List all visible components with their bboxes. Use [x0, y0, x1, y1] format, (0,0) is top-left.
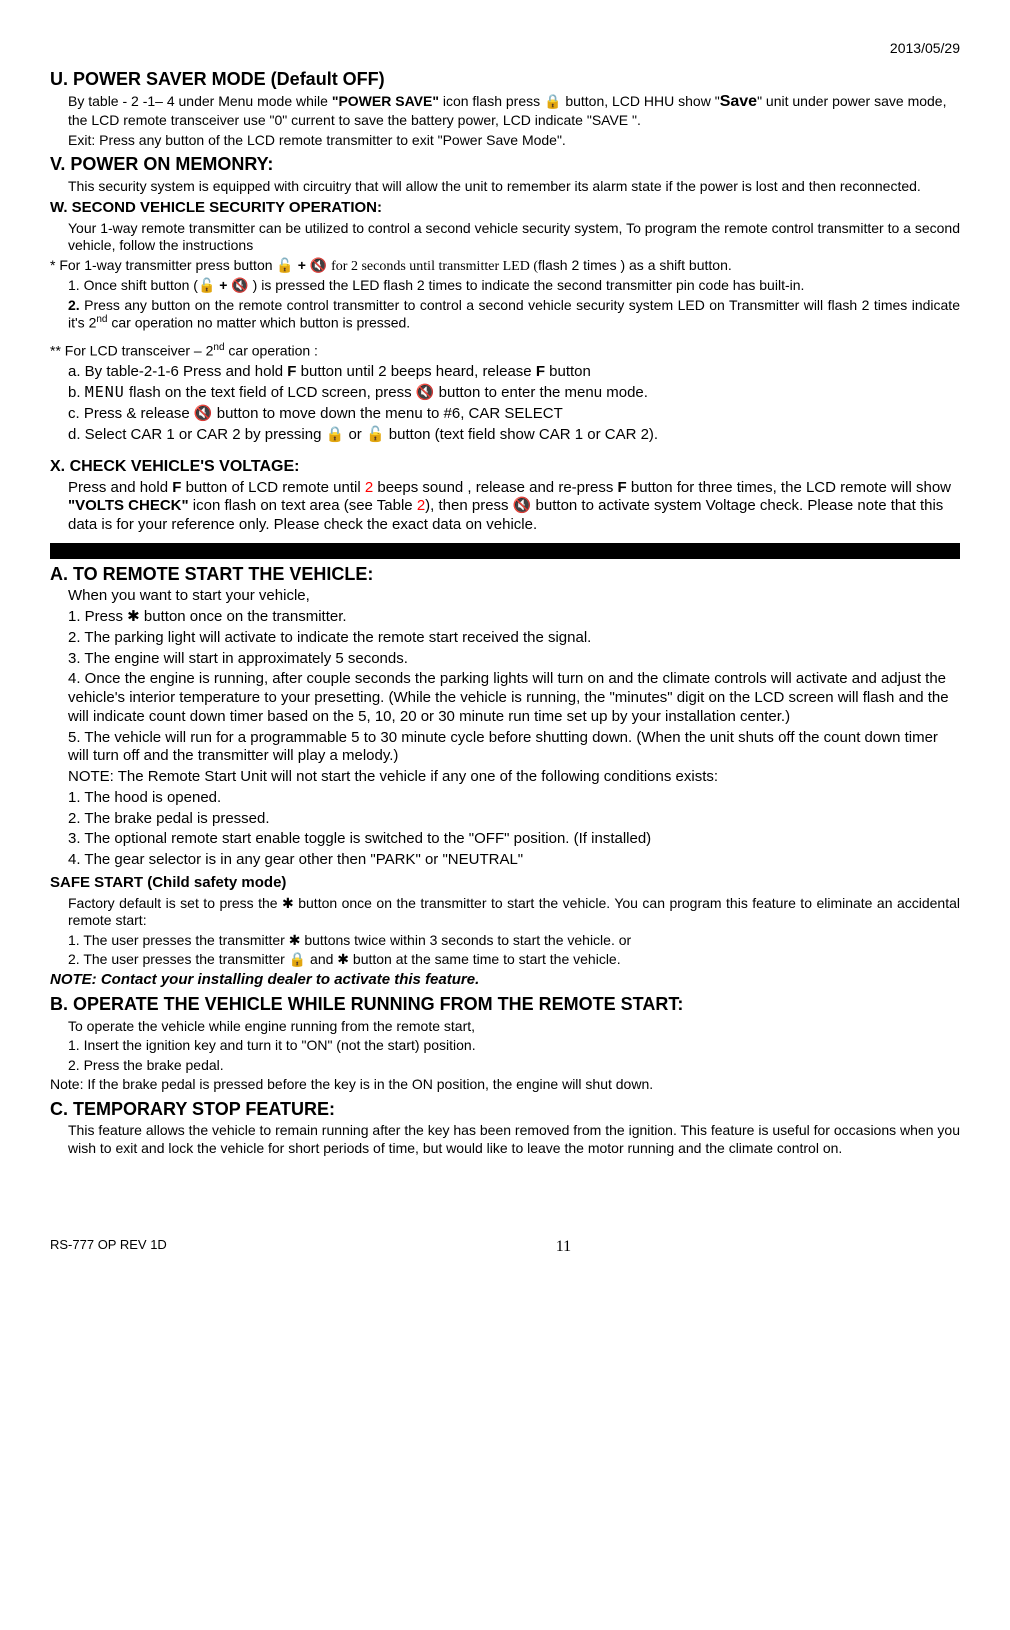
section-a-p3: 3. The engine will start in approximatel… — [50, 650, 960, 669]
menu-icon: MENU — [85, 383, 125, 401]
section-w-title: W. SECOND VEHICLE SECURITY OPERATION: — [50, 199, 960, 218]
text: "VOLTS CHECK" — [68, 497, 189, 514]
section-w-a: a. By table-2-1-6 Press and hold F butto… — [50, 363, 960, 382]
section-a-c2: 2. The brake pedal is pressed. — [50, 810, 960, 829]
text: ** For LCD transceiver – 2 — [50, 343, 213, 359]
text: nd — [96, 314, 107, 325]
text: button for three times, the LCD remote w… — [627, 479, 951, 496]
section-a-p4: 4. Once the engine is running, after cou… — [50, 670, 960, 726]
section-w-li1: 1. Once shift button (🔓 + 🔇 ) is pressed… — [50, 277, 960, 295]
section-a-p5: 5. The vehicle will run for a programmab… — [50, 729, 960, 767]
section-c-p1: This feature allows the vehicle to remai… — [50, 1122, 960, 1157]
section-x-title: X. CHECK VEHICLE'S VOLTAGE: — [50, 457, 960, 477]
text: F — [536, 363, 545, 380]
text: 🔇 — [306, 257, 331, 273]
text: car operation no matter which button is … — [107, 315, 410, 331]
section-w-star2: ** For LCD transceiver – 2nd car operati… — [50, 342, 960, 360]
section-w-li2: 2. Press any button on the remote contro… — [50, 297, 960, 333]
section-a-p0: When you want to start your vehicle, — [50, 587, 960, 606]
text: 🔇 ) is pressed the LED flash 2 times to … — [227, 277, 804, 293]
text: button until 2 beeps heard, release — [296, 363, 535, 380]
section-u-p1: By table - 2 -1– 4 under Menu mode while… — [50, 92, 960, 130]
section-a-note: NOTE: The Remote Start Unit will not sta… — [50, 768, 960, 787]
safe-start-note: NOTE: Contact your installing dealer to … — [50, 971, 960, 990]
text: icon flash press 🔒 button, LCD HHU show … — [439, 93, 720, 109]
text: 2 — [365, 479, 373, 496]
section-b-p1: 1. Insert the ignition key and turn it t… — [50, 1037, 960, 1055]
section-b-title: B. OPERATE THE VEHICLE WHILE RUNNING FRO… — [50, 993, 960, 1016]
safe-start-p3: 2. The user presses the transmitter 🔒 an… — [50, 951, 960, 969]
page-footer: RS-777 OP REV 1D 11 — [50, 1237, 960, 1257]
safe-start-p1: Factory default is set to press the ✱ bu… — [50, 895, 960, 930]
text: "POWER SAVE" — [332, 93, 439, 109]
footer-page-number: 11 — [50, 1237, 960, 1257]
section-a-c4: 4. The gear selector is in any gear othe… — [50, 851, 960, 870]
text: Save — [720, 93, 757, 110]
section-w-d: d. Select CAR 1 or CAR 2 by pressing 🔒 o… — [50, 426, 960, 445]
section-a-p2: 2. The parking light will activate to in… — [50, 629, 960, 648]
section-w-p1: Your 1-way remote transmitter can be uti… — [50, 220, 960, 255]
text: 2. — [68, 297, 80, 313]
divider-bar — [50, 543, 960, 559]
text: button of LCD remote until — [181, 479, 364, 496]
text: a. By table-2-1-6 Press and hold — [68, 363, 287, 380]
text: * For 1-way transmitter press button 🔓 — [50, 257, 298, 273]
text: 2 — [417, 497, 425, 514]
section-b-note: Note: If the brake pedal is pressed befo… — [50, 1076, 960, 1094]
text: By table - 2 -1– 4 under Menu mode while — [68, 93, 332, 109]
section-w-star1: * For 1-way transmitter press button 🔓 +… — [50, 257, 960, 276]
section-v-title: V. POWER ON MEMONRY: — [50, 153, 960, 176]
text: nd — [213, 342, 224, 353]
text: flash on the text field of LCD screen, p… — [125, 384, 648, 401]
safe-start-p2: 1. The user presses the transmitter ✱ bu… — [50, 932, 960, 950]
section-u-title: U. POWER SAVER MODE (Default OFF) — [50, 68, 960, 91]
safe-start-title: SAFE START (Child safety mode) — [50, 874, 960, 893]
text: b. — [68, 384, 85, 401]
footer-left: RS-777 OP REV 1D — [50, 1237, 167, 1253]
section-w-c: c. Press & release 🔇 button to move down… — [50, 405, 960, 424]
section-b-p0: To operate the vehicle while engine runn… — [50, 1018, 960, 1036]
section-a-c3: 3. The optional remote start enable togg… — [50, 830, 960, 849]
text: button — [545, 363, 591, 380]
text: 1. Once shift button (🔓 — [68, 277, 219, 293]
text: + — [298, 257, 306, 273]
section-w-b: b. MENU flash on the text field of LCD s… — [50, 383, 960, 403]
text: car operation : — [225, 343, 318, 359]
text: F — [618, 479, 627, 496]
section-a-p1: 1. Press ✱ button once on the transmitte… — [50, 608, 960, 627]
text: icon flash on text area (see Table — [189, 497, 417, 514]
section-u-p2: Exit: Press any button of the LCD remote… — [50, 132, 960, 150]
section-x-p1: Press and hold F button of LCD remote un… — [50, 479, 960, 535]
section-v-p1: This security system is equipped with ci… — [50, 178, 960, 196]
text: beeps sound , release and re-press — [373, 479, 617, 496]
section-c-title: C. TEMPORARY STOP FEATURE: — [50, 1098, 960, 1121]
page-date: 2013/05/29 — [50, 40, 960, 58]
text: for 2 seconds until transmitter LED ( — [331, 259, 538, 274]
section-b-p2: 2. Press the brake pedal. — [50, 1057, 960, 1075]
section-a-title: A. TO REMOTE START THE VEHICLE: — [50, 563, 960, 586]
section-a-c1: 1. The hood is opened. — [50, 789, 960, 808]
text: flash 2 times ) as a shift button. — [538, 257, 732, 273]
text: Press and hold — [68, 479, 172, 496]
